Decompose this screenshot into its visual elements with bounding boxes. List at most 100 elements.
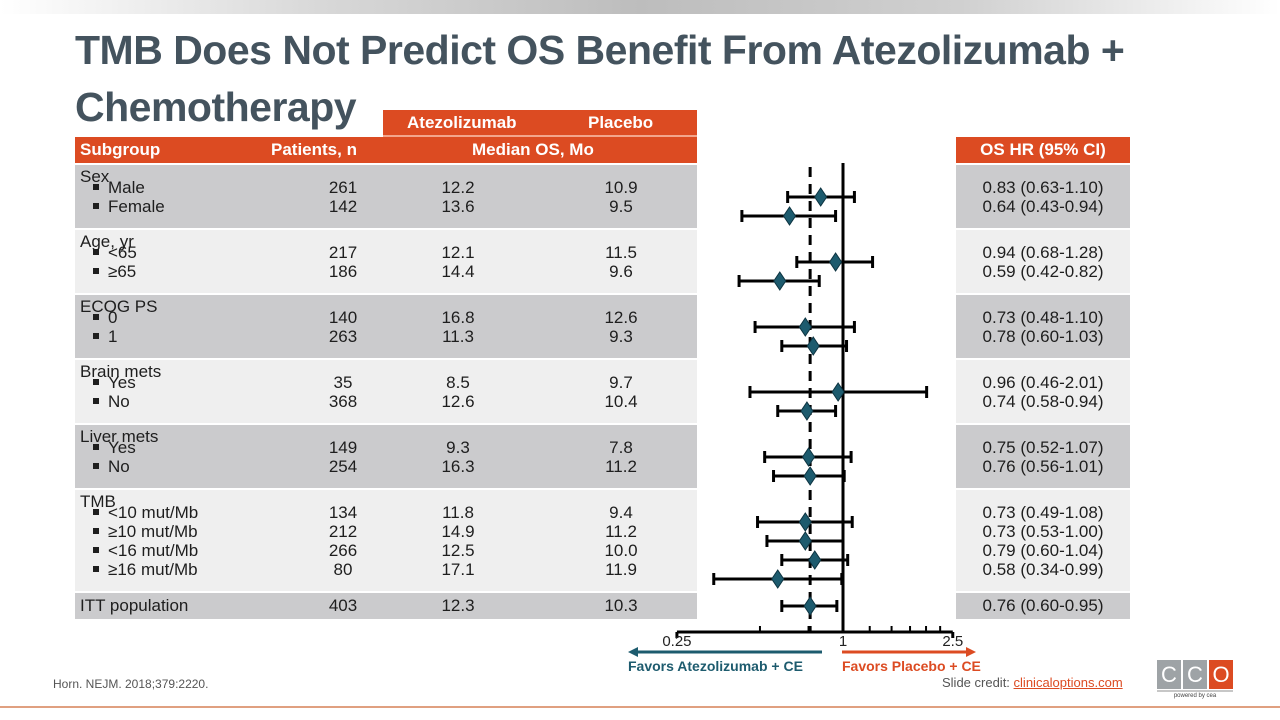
table-row: Male 261 12.2 10.9 — [75, 178, 697, 197]
row-label-text: 1 — [108, 327, 118, 346]
credit-prefix: Slide credit: — [942, 675, 1014, 690]
placebo-median-os: 11.5 — [605, 243, 637, 262]
hr-diamond-marker — [828, 252, 843, 272]
logo-underline — [1157, 690, 1233, 692]
itt-label: ITT population — [80, 596, 189, 615]
hr-value: 0.74 (0.58-0.94) — [982, 392, 1104, 411]
itt-hr-band: 0.76 (0.60-0.95) — [956, 593, 1130, 619]
group-label: Brain mets — [80, 362, 162, 381]
bottom-rule — [0, 706, 1280, 708]
table-row: No 368 12.6 10.4 — [75, 392, 697, 411]
placebo-median-os: 9.7 — [609, 373, 633, 392]
itt-band: ITT population 403 12.3 10.3 — [75, 593, 697, 619]
x-tick-label: 0.25 — [662, 633, 691, 650]
x-tick-label: 1 — [839, 633, 847, 650]
table-row: ≥65 186 14.4 9.6 — [75, 262, 697, 281]
hr-diamond-marker — [803, 466, 817, 486]
group-label-row: TMB — [75, 492, 697, 511]
hr-value: 0.73 (0.48-1.10) — [982, 308, 1104, 327]
hr-diamond-marker — [798, 317, 812, 337]
credit-link[interactable]: clinicaloptions.com — [1013, 675, 1123, 690]
cco-logo: C C O powered by cea — [1157, 660, 1233, 700]
hr-band: 0.96 (0.46-2.01) 0.74 (0.58-0.94) — [956, 360, 1130, 423]
itt-row: ITT population 403 12.3 10.3 — [75, 596, 697, 615]
atezo-median-os: 11.3 — [442, 327, 474, 346]
patients-value: 254 — [328, 457, 358, 476]
favors-placebo-label: Favors Placebo + CE — [842, 658, 981, 674]
atezo-median-os: 12.1 — [441, 243, 475, 262]
table-row: No 254 16.3 11.2 — [75, 457, 697, 476]
logo-letter: O — [1209, 660, 1233, 689]
bullet-icon — [93, 444, 99, 450]
hr-value: 0.83 (0.63-1.10) — [982, 178, 1104, 197]
hr-diamond-marker — [803, 596, 817, 616]
bullet-icon — [93, 566, 99, 572]
header-median-os: Median OS, Mo — [472, 140, 594, 159]
hr-value: 0.75 (0.52-1.07) — [982, 438, 1104, 457]
slide-title: TMB Does Not Predict OS Benefit From Ate… — [75, 27, 1125, 130]
subgroup-band: Age, yr <65 217 12.1 11.5 ≥65 186 14.4 9.6 — [75, 230, 697, 293]
row-label: 1 — [93, 327, 117, 346]
hr-band: 0.75 (0.52-1.07) 0.76 (0.56-1.01) — [956, 425, 1130, 488]
atezo-median-os: 8.5 — [446, 373, 470, 392]
row-label-text: Male — [108, 178, 145, 197]
placebo-median-os: 11.2 — [605, 522, 637, 541]
hr-diamond-marker — [782, 206, 797, 226]
hr-diamond-marker — [798, 512, 812, 532]
bullet-icon — [93, 203, 99, 209]
logo-letter: C — [1157, 660, 1181, 689]
table-row: 0 140 16.8 12.6 — [75, 308, 697, 327]
group-label: ECOG PS — [80, 297, 158, 316]
patients-value: 140 — [328, 308, 358, 327]
placebo-median-os: 9.4 — [609, 503, 633, 522]
subgroup-band: Brain mets Yes 35 8.5 9.7 No 368 12.6 10.4 — [75, 360, 697, 423]
row-label: Yes — [93, 438, 136, 457]
row-label: Female — [93, 197, 165, 216]
placebo-median-os: 9.3 — [609, 327, 633, 346]
subgroup-band: Sex Male 261 12.2 10.9 Female 142 13.6 9.5 — [75, 165, 697, 228]
group-label: TMB — [80, 492, 116, 511]
row-label: ≥16 mut/Mb — [93, 560, 198, 579]
group-label-row: Age, yr — [75, 232, 697, 251]
header-patients: Patients, n — [271, 140, 357, 159]
group-label: Sex — [80, 167, 110, 186]
atezo-median-os: 17.1 — [441, 560, 475, 579]
hr-value: 0.59 (0.42-0.82) — [982, 262, 1104, 281]
hr-diamond-marker — [808, 550, 822, 570]
placebo-median-os: 11.2 — [605, 457, 637, 476]
hr-value: 0.79 (0.60-1.04) — [982, 541, 1104, 560]
atezo-median-os: 16.8 — [441, 308, 475, 327]
placebo-median-os: 12.6 — [604, 308, 638, 327]
hr-header: OS HR (95% CI) — [956, 137, 1130, 163]
atezo-median-os: 12.3 — [441, 596, 475, 615]
bullet-icon — [93, 463, 99, 469]
favors-atezolizumab-label: Favors Atezolizumab + CE — [628, 658, 803, 674]
hr-value: 0.76 (0.56-1.01) — [982, 457, 1104, 476]
hr-value: 0.94 (0.68-1.28) — [982, 243, 1104, 262]
patients-value: 266 — [328, 541, 358, 560]
group-label: Liver mets — [80, 427, 159, 446]
hr-diamond-marker — [800, 401, 814, 421]
citation: Horn. NEJM. 2018;379:2220. — [53, 677, 209, 691]
hr-diamond-marker — [773, 271, 787, 291]
group-label: Age, yr — [80, 232, 134, 251]
atezo-median-os: 13.6 — [441, 197, 475, 216]
bullet-icon — [93, 184, 99, 190]
hr-value: 0.78 (0.60-1.03) — [982, 327, 1104, 346]
row-label-text: <65 — [108, 243, 137, 262]
hr-diamond-marker — [814, 187, 828, 207]
logo-letter: C — [1183, 660, 1207, 689]
row-label-text: Yes — [108, 438, 136, 457]
row-label: Male — [93, 178, 145, 197]
placebo-median-os: 11.9 — [605, 560, 637, 579]
top-gradient-bar — [0, 0, 1280, 14]
hr-value: 0.96 (0.46-2.01) — [982, 373, 1104, 392]
table-row: Female 142 13.6 9.5 — [75, 197, 697, 216]
patients-value: 80 — [333, 560, 353, 579]
hr-band: 0.73 (0.49-1.08) 0.73 (0.53-1.00) 0.79 (0.… — [956, 490, 1130, 591]
header-placebo: Placebo — [588, 113, 654, 132]
hr-value: 0.64 (0.43-0.94) — [982, 197, 1104, 216]
patients-value: 403 — [328, 596, 358, 615]
atezo-median-os: 12.2 — [441, 178, 475, 197]
